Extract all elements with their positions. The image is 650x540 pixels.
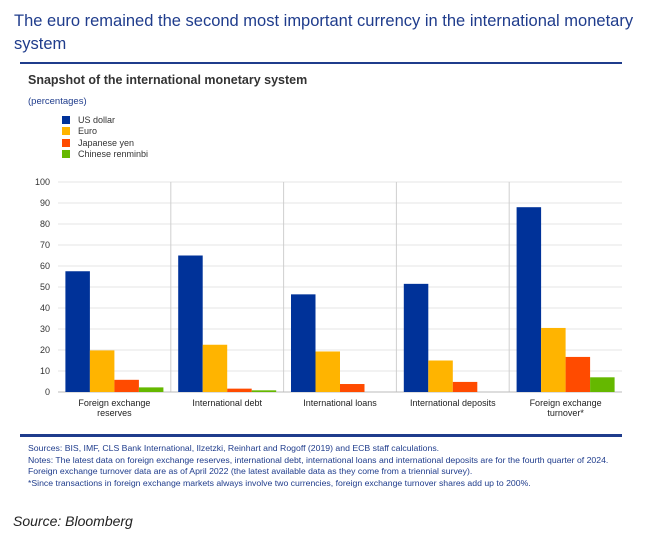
y-tick-label: 100 [35,177,50,187]
bar-chinese-renminbi [138,387,164,392]
bar-chinese-renminbi [590,377,615,392]
bar-euro [541,327,566,392]
y-tick-label: 20 [40,345,50,355]
bar-us-dollar [291,294,316,392]
bar-japanese-yen [227,388,252,392]
y-tick-label: 0 [45,387,50,397]
title-divider [20,62,622,64]
y-tick-label: 80 [40,219,50,229]
y-tick-label: 60 [40,261,50,271]
page-title: The euro remained the second most import… [14,12,634,53]
y-tick-label: 50 [40,282,50,292]
y-tick-label: 70 [40,240,50,250]
legend-item: US dollar [62,114,148,126]
legend-item: Euro [62,126,148,138]
chart-unit: (percentages) [28,96,87,107]
source-credit: Source: Bloomberg [13,513,133,529]
bar-japanese-yen [565,356,591,392]
legend-label: US dollar [78,114,116,125]
legend-item: Japanese yen [62,137,148,149]
bar-us-dollar [403,283,429,392]
legend-swatch [62,138,70,147]
legend-swatch [62,115,70,124]
legend: US dollar Euro Japanese yen Chinese renminb… [62,114,148,160]
bar-us-dollar [516,207,542,392]
bar-euro [89,350,115,392]
legend-swatch [62,127,70,136]
footnote-text: *Since transactions in foreign exchange … [28,477,531,488]
x-category-label: International deposits [410,398,496,408]
y-tick-label: 90 [40,198,50,208]
x-category-label: Foreign exchange [78,398,150,408]
x-category-label: turnover* [547,408,584,418]
legend-item: Chinese renminbi [62,149,148,161]
y-tick-label: 30 [40,324,50,334]
notes-text: Notes: The latest data on foreign exchan… [28,454,609,477]
bar-euro [202,344,228,392]
chart-title: Snapshot of the international monetary s… [28,73,308,87]
y-tick-label: 10 [40,366,50,376]
bar-us-dollar [65,271,90,392]
legend-label: Chinese renminbi [78,149,149,160]
x-category-label: reserves [97,408,132,418]
sources-text: Sources: BIS, IMF, CLS Bank Internationa… [28,443,440,453]
y-tick-label: 40 [40,303,50,313]
legend-label: Japanese yen [78,137,135,148]
x-category-label: International debt [192,398,262,408]
bar-euro [315,351,340,392]
bar-chinese-renminbi [251,390,277,392]
chart-notes: Sources: BIS, IMF, CLS Bank Internationa… [28,443,628,489]
bar-japanese-yen [452,381,478,392]
legend-label: Euro [78,126,98,137]
bar-japanese-yen [114,379,139,392]
bar-euro [428,360,453,392]
x-category-label: International loans [303,398,377,408]
x-category-label: Foreign exchange [530,398,602,408]
bar-japanese-yen [340,384,365,392]
bar-us-dollar [178,255,203,392]
legend-swatch [62,150,70,159]
notes-divider [20,434,622,437]
